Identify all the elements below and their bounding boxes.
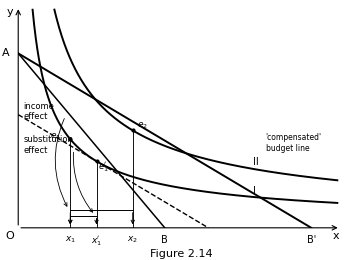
Text: B: B (161, 235, 168, 245)
Text: $x_1$: $x_1$ (65, 235, 76, 245)
Text: $x_2$: $x_2$ (127, 235, 138, 245)
Text: I: I (253, 186, 255, 196)
Text: $x_1'$: $x_1'$ (91, 235, 102, 249)
Text: II: II (253, 158, 259, 167)
Text: Figure 2.14: Figure 2.14 (150, 249, 212, 258)
Text: $e_2$: $e_2$ (137, 121, 148, 131)
Text: O: O (6, 231, 15, 241)
Text: A: A (2, 48, 10, 58)
Text: B': B' (307, 235, 316, 245)
Text: 'compensated'
budget line: 'compensated' budget line (266, 133, 322, 153)
Text: substitution
effect: substitution effect (23, 135, 73, 155)
Text: $e_1'$: $e_1'$ (98, 160, 109, 174)
Text: x: x (332, 231, 339, 241)
Text: income
effect: income effect (23, 102, 54, 121)
Text: y: y (7, 7, 14, 17)
Text: $e_1$: $e_1$ (50, 131, 61, 142)
